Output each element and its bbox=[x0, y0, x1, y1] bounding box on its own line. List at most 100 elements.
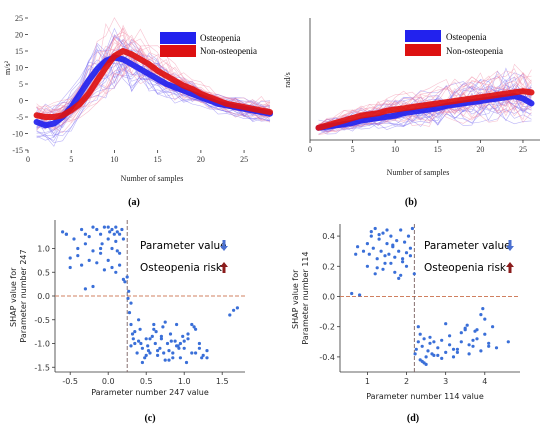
scatter-point bbox=[361, 249, 366, 253]
scatter-point bbox=[385, 242, 389, 246]
scatter-point bbox=[371, 246, 375, 250]
scatter-point bbox=[171, 356, 175, 360]
scatter-point bbox=[110, 227, 114, 232]
panel-d-yticks: -0.4 -0.2 0.0 0.2 0.4 bbox=[319, 232, 340, 362]
panel-c-reference-lines bbox=[55, 220, 245, 372]
scatter-point bbox=[375, 266, 379, 270]
x-tick-label: -0.5 bbox=[62, 377, 78, 386]
scatter-point bbox=[118, 263, 122, 267]
scatter-point bbox=[102, 268, 106, 272]
scatter-point bbox=[154, 330, 158, 334]
scatter-point bbox=[150, 334, 154, 338]
scatter-point bbox=[399, 228, 403, 232]
scatter-point bbox=[129, 322, 133, 327]
scatter-point bbox=[440, 338, 444, 342]
scatter-point bbox=[358, 293, 362, 297]
scatter-point bbox=[406, 234, 411, 238]
panel-c-yticks: -1.5 -1.0 -0.5 0.0 0.5 1.0 bbox=[34, 245, 55, 372]
scatter-point bbox=[190, 351, 194, 355]
scatter-point bbox=[83, 232, 87, 236]
scatter-point bbox=[401, 257, 405, 261]
scatter-point bbox=[389, 234, 393, 238]
x-tick-label: 0 bbox=[308, 145, 312, 154]
scatter-point bbox=[451, 355, 456, 359]
individual-trace bbox=[318, 94, 532, 132]
scatter-point bbox=[448, 343, 452, 347]
y-tick-label: 0.4 bbox=[322, 232, 335, 241]
scatter-point bbox=[369, 230, 373, 234]
scatter-point bbox=[169, 339, 173, 343]
up-arrow-icon bbox=[220, 262, 228, 273]
y-tick-label: 0 bbox=[19, 97, 23, 106]
scatter-point bbox=[80, 263, 84, 267]
scatter-point bbox=[420, 344, 424, 348]
scatter-point bbox=[459, 340, 463, 344]
scatter-point bbox=[475, 337, 479, 341]
scatter-point bbox=[159, 334, 163, 338]
scatter-point bbox=[506, 340, 510, 344]
y-tick-label: -1.0 bbox=[34, 340, 50, 349]
y-tick-label: 0.5 bbox=[37, 268, 50, 277]
scatter-point bbox=[178, 356, 182, 360]
scatter-point bbox=[479, 313, 483, 317]
y-tick-label: -5 bbox=[16, 113, 23, 122]
scatter-point bbox=[168, 332, 173, 336]
scatter-point bbox=[186, 332, 190, 336]
scatter-point bbox=[181, 334, 185, 338]
panel-b-caption: (b) bbox=[405, 197, 417, 208]
scatter-point bbox=[205, 349, 209, 353]
scatter-point bbox=[369, 234, 373, 238]
scatter-point bbox=[138, 327, 142, 331]
scatter-point bbox=[463, 326, 467, 330]
panel-c-xticks: -0.5 0.0 0.5 1.0 1.5 bbox=[62, 372, 229, 386]
scatter-point bbox=[64, 232, 68, 236]
scatter-point bbox=[99, 251, 103, 255]
scatter-point bbox=[412, 272, 416, 276]
scatter-point bbox=[127, 289, 131, 293]
x-tick-label: 10 bbox=[110, 155, 118, 164]
y-tick-label: 1.0 bbox=[37, 245, 50, 254]
panel-b-mean-series bbox=[315, 88, 535, 131]
scatter-point bbox=[146, 349, 151, 353]
scatter-point bbox=[175, 322, 179, 327]
y-tick-label: -0.5 bbox=[34, 316, 50, 325]
individual-trace bbox=[318, 67, 532, 126]
scatter-point bbox=[228, 313, 232, 317]
scatter-point bbox=[487, 341, 491, 345]
x-tick-label: 4 bbox=[482, 377, 487, 386]
scatter-point bbox=[106, 225, 110, 229]
panel-b-ylabel: rad/s bbox=[283, 72, 292, 88]
scatter-point bbox=[377, 233, 381, 237]
panel-d-caption: (d) bbox=[407, 413, 419, 424]
scatter-point bbox=[121, 277, 125, 281]
scatter-point bbox=[99, 246, 103, 251]
scatter-point bbox=[404, 251, 409, 255]
x-tick-label: 5 bbox=[351, 145, 355, 154]
scatter-point bbox=[167, 349, 171, 353]
scatter-point bbox=[61, 230, 65, 234]
scatter-point bbox=[428, 341, 432, 345]
individual-trace bbox=[318, 101, 532, 132]
scatter-point bbox=[455, 350, 459, 354]
scatter-point bbox=[148, 337, 152, 341]
x-tick-label: 10 bbox=[391, 145, 399, 154]
panel-a-xticks: 0 5 10 15 20 25 bbox=[26, 150, 248, 164]
up-arrow-icon bbox=[506, 262, 514, 273]
scatter-point bbox=[106, 258, 110, 262]
scatter-point bbox=[403, 240, 407, 244]
scatter-point bbox=[91, 249, 95, 253]
scatter-point bbox=[115, 230, 119, 234]
scatter-point bbox=[471, 344, 475, 348]
panel-d-annotation-parameter-value: Parameter value bbox=[424, 240, 511, 252]
scatter-point bbox=[99, 232, 103, 236]
scatter-point bbox=[161, 325, 165, 329]
scatter-point bbox=[112, 232, 116, 236]
scatter-point bbox=[393, 270, 397, 274]
x-tick-label: 0.0 bbox=[102, 377, 115, 386]
individual-trace bbox=[318, 107, 532, 131]
panel-c-chart: SHAP value for Parameter number 247 -1.5… bbox=[9, 220, 245, 424]
scatter-point bbox=[123, 280, 127, 284]
scatter-point bbox=[144, 337, 148, 341]
panel-d-xticks: 1 2 3 4 bbox=[365, 372, 487, 386]
panel-d-scatter-points bbox=[350, 226, 510, 366]
